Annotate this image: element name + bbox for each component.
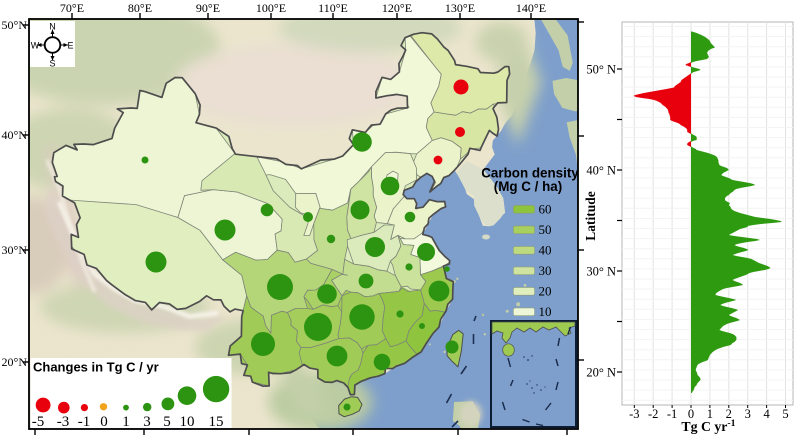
svg-text:1: 1 bbox=[122, 414, 130, 430]
svg-text:3: 3 bbox=[143, 414, 151, 430]
svg-text:Changes in Tg C / yr: Changes in Tg C / yr bbox=[33, 360, 159, 375]
svg-text:30° N: 30° N bbox=[586, 265, 616, 279]
svg-text:70°E: 70°E bbox=[60, 1, 84, 15]
svg-text:60: 60 bbox=[539, 202, 552, 217]
svg-text:10: 10 bbox=[539, 304, 552, 319]
svg-text:-2: -2 bbox=[648, 407, 658, 421]
svg-text:5: 5 bbox=[782, 407, 788, 421]
svg-text:(Mg C / ha): (Mg C / ha) bbox=[494, 179, 562, 194]
svg-text:-1: -1 bbox=[78, 414, 91, 430]
svg-text:20: 20 bbox=[539, 284, 552, 299]
svg-text:4: 4 bbox=[763, 407, 770, 421]
svg-text:20° N: 20° N bbox=[586, 366, 616, 380]
svg-text:-3: -3 bbox=[57, 414, 70, 430]
svg-text:90°E: 90°E bbox=[196, 1, 220, 15]
svg-text:W: W bbox=[31, 40, 40, 50]
svg-text:2: 2 bbox=[726, 407, 732, 421]
svg-text:1: 1 bbox=[707, 407, 713, 421]
svg-text:40°N: 40°N bbox=[2, 128, 28, 142]
svg-text:S: S bbox=[49, 59, 55, 69]
svg-text:20°N: 20°N bbox=[2, 355, 28, 369]
svg-text:140°E: 140°E bbox=[516, 1, 546, 15]
svg-text:80°E: 80°E bbox=[128, 1, 152, 15]
svg-text:110°E: 110°E bbox=[318, 1, 348, 15]
svg-text:130°E: 130°E bbox=[445, 1, 475, 15]
svg-text:50: 50 bbox=[539, 222, 552, 237]
svg-text:100°E: 100°E bbox=[256, 1, 286, 15]
svg-text:E: E bbox=[67, 40, 73, 50]
svg-text:40: 40 bbox=[539, 243, 552, 258]
svg-text:-5: -5 bbox=[32, 414, 45, 430]
svg-text:-3: -3 bbox=[629, 407, 639, 421]
svg-text:30°N: 30°N bbox=[2, 243, 28, 257]
svg-text:Latitude: Latitude bbox=[583, 191, 598, 241]
svg-text:50°N: 50°N bbox=[2, 18, 28, 32]
svg-text:Carbon density: Carbon density bbox=[481, 166, 579, 181]
svg-text:0: 0 bbox=[100, 414, 108, 430]
svg-text:30: 30 bbox=[539, 263, 552, 278]
svg-text:Tg C yr-1: Tg C yr-1 bbox=[681, 418, 735, 434]
svg-text:-1: -1 bbox=[667, 407, 677, 421]
svg-text:10: 10 bbox=[180, 414, 195, 430]
svg-text:0: 0 bbox=[688, 407, 694, 421]
svg-text:5: 5 bbox=[163, 414, 171, 430]
svg-text:50° N: 50° N bbox=[586, 63, 616, 77]
svg-text:120°E: 120°E bbox=[382, 1, 412, 15]
svg-text:15: 15 bbox=[209, 414, 224, 430]
svg-text:3: 3 bbox=[745, 407, 751, 421]
svg-text:40° N: 40° N bbox=[586, 164, 616, 178]
svg-text:N: N bbox=[49, 22, 56, 32]
